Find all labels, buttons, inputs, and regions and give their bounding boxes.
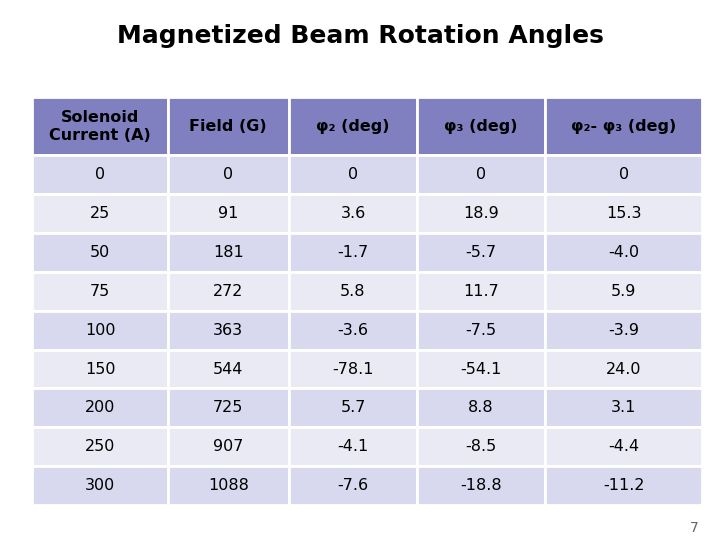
Text: -4.1: -4.1 [338, 439, 369, 454]
Text: 150: 150 [85, 361, 115, 376]
Text: 15.3: 15.3 [606, 206, 642, 221]
Text: -18.8: -18.8 [460, 478, 502, 493]
Text: -7.6: -7.6 [338, 478, 369, 493]
Text: 0: 0 [95, 167, 105, 183]
Text: 25: 25 [90, 206, 110, 221]
Text: -4.4: -4.4 [608, 439, 639, 454]
Text: 50: 50 [90, 245, 110, 260]
Text: 0: 0 [348, 167, 358, 183]
Text: -3.6: -3.6 [338, 323, 369, 338]
Text: 91: 91 [218, 206, 238, 221]
Text: 544: 544 [213, 361, 243, 376]
Text: 0: 0 [476, 167, 486, 183]
Text: 300: 300 [85, 478, 115, 493]
Text: Magnetized Beam Rotation Angles: Magnetized Beam Rotation Angles [117, 24, 603, 48]
Text: -78.1: -78.1 [332, 361, 374, 376]
Text: 11.7: 11.7 [463, 284, 499, 299]
Text: -54.1: -54.1 [461, 361, 502, 376]
Text: φ₂ (deg): φ₂ (deg) [316, 119, 390, 134]
Text: 272: 272 [213, 284, 243, 299]
Text: 181: 181 [213, 245, 243, 260]
Text: -3.9: -3.9 [608, 323, 639, 338]
Text: 250: 250 [85, 439, 115, 454]
Text: φ₃ (deg): φ₃ (deg) [444, 119, 518, 134]
Text: 75: 75 [90, 284, 110, 299]
Text: 0: 0 [223, 167, 233, 183]
Text: 3.1: 3.1 [611, 400, 636, 415]
Text: 1088: 1088 [208, 478, 248, 493]
Text: Field (G): Field (G) [189, 119, 267, 134]
Text: 3.6: 3.6 [341, 206, 366, 221]
Text: 363: 363 [213, 323, 243, 338]
Text: 5.7: 5.7 [341, 400, 366, 415]
Text: 18.9: 18.9 [463, 206, 499, 221]
Text: 907: 907 [213, 439, 243, 454]
Text: -1.7: -1.7 [338, 245, 369, 260]
Text: 5.8: 5.8 [341, 284, 366, 299]
Text: 8.8: 8.8 [469, 400, 494, 415]
Text: 0: 0 [618, 167, 629, 183]
Text: 200: 200 [85, 400, 115, 415]
Text: 725: 725 [213, 400, 243, 415]
Text: Solenoid
Current (A): Solenoid Current (A) [49, 110, 151, 143]
Text: 24.0: 24.0 [606, 361, 642, 376]
Text: -11.2: -11.2 [603, 478, 644, 493]
Text: φ₂- φ₃ (deg): φ₂- φ₃ (deg) [571, 119, 676, 134]
Text: -7.5: -7.5 [466, 323, 497, 338]
Text: 100: 100 [85, 323, 115, 338]
Text: -8.5: -8.5 [466, 439, 497, 454]
Text: 5.9: 5.9 [611, 284, 636, 299]
Text: -4.0: -4.0 [608, 245, 639, 260]
Text: -5.7: -5.7 [466, 245, 497, 260]
Text: 7: 7 [690, 521, 698, 535]
